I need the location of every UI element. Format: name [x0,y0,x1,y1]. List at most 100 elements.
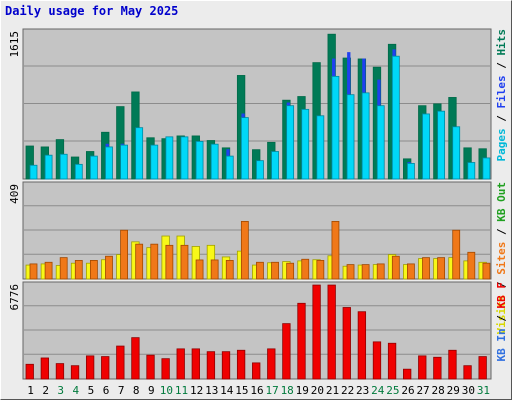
sites-bar [195,259,204,280]
day-label: 17 [265,384,278,397]
kbf-bar [146,354,155,380]
kbf-bar [297,302,306,380]
legend-entry: KB F [495,282,508,309]
sites-bar [225,260,234,280]
pages-bar [286,105,295,180]
day-label: 18 [281,384,294,397]
kbf-bar [327,284,336,380]
pages-bar [452,126,461,180]
sites-bar [89,260,98,280]
sites-bar [301,258,310,280]
kbf-bar [448,349,457,380]
pages-bar [422,113,430,180]
sites-bar [407,263,415,280]
sites-bar [150,243,159,280]
pages-bar [376,105,385,180]
day-label: 5 [88,384,95,397]
day-label: 8 [133,384,140,397]
day-label: 4 [73,384,80,397]
sites-bar [467,251,476,280]
day-label: 14 [220,384,234,397]
legend-entry: KB Out [495,182,508,222]
legend-entry: / [495,309,508,329]
day-label: 20 [311,384,324,397]
day-label: 9 [148,384,155,397]
day-label: 1 [27,384,34,397]
pages-bar [256,160,264,180]
sites-bar [452,229,461,280]
legend-entry: / [495,109,508,129]
day-label: 27 [416,384,429,397]
kbf-bar [206,351,216,380]
day-label: 29 [447,384,460,397]
pages-bar [195,141,204,180]
panel-1-legend: Pages / Files / Hits [495,29,508,162]
pages-bar [437,110,446,180]
legend-entry: Visits [495,295,508,335]
day-label: 24 [371,384,385,397]
day-label: 6 [103,384,110,397]
sites-bar [271,261,279,280]
kbf-bar [463,365,472,380]
kbf-bar [25,363,34,380]
pages-bar [361,92,370,180]
sites-bar [286,262,295,280]
kbf-bar [357,311,367,380]
pages-bar [150,144,159,180]
sites-bar [391,255,400,280]
kbf-bar [236,349,246,380]
legend-entry: Pages [495,128,508,161]
day-label: 19 [296,384,309,397]
day-label: 3 [57,384,64,397]
sites-bar [240,220,249,280]
pages-bar [301,108,310,180]
kbf-bar [176,348,185,380]
legend-entry: / [495,275,508,295]
pages-bar [89,155,98,180]
sites-bar [316,260,325,280]
pages-bar [240,117,249,180]
pages-bar [180,136,189,180]
day-label: 16 [250,384,263,397]
sites-bar [74,260,83,280]
panel-1-ymax-label: 1615 [8,31,21,58]
panel-3-ymax-label: 6776 [8,284,21,311]
sites-bar [256,261,264,280]
kbf-bar [433,356,442,380]
pages-bar [105,146,113,180]
pages-bar [74,163,83,180]
pages-bar [482,157,491,180]
kbf-bar [40,357,49,380]
pages-bar [29,164,38,180]
sites-bar [422,257,430,280]
sites-bar [210,259,219,280]
kbf-bar [342,307,351,380]
sites-bar [180,244,189,280]
kbf-bar [85,355,95,380]
day-label: 23 [356,384,369,397]
sites-bar [165,244,174,280]
day-label: 13 [205,384,218,397]
pages-bar [391,55,400,180]
kbf-bar [478,356,487,380]
day-label: 30 [462,384,475,397]
day-label: 26 [401,384,414,397]
pages-bar [165,136,174,180]
legend-entry: / [495,56,508,76]
day-label: 21 [326,384,339,397]
day-label: 12 [190,384,203,397]
sites-bar [29,263,38,280]
day-label: 31 [477,384,490,397]
day-label: 15 [235,384,248,397]
legend-entry: Files [495,75,508,108]
day-label: 10 [160,384,173,397]
pages-bar [44,154,53,180]
sites-bar [361,264,370,280]
legend-entry: / [495,222,508,242]
kbf-bar [372,341,382,380]
day-label: 2 [42,384,49,397]
legend-entry: Hits [495,29,508,56]
kbf-bar [387,342,397,380]
